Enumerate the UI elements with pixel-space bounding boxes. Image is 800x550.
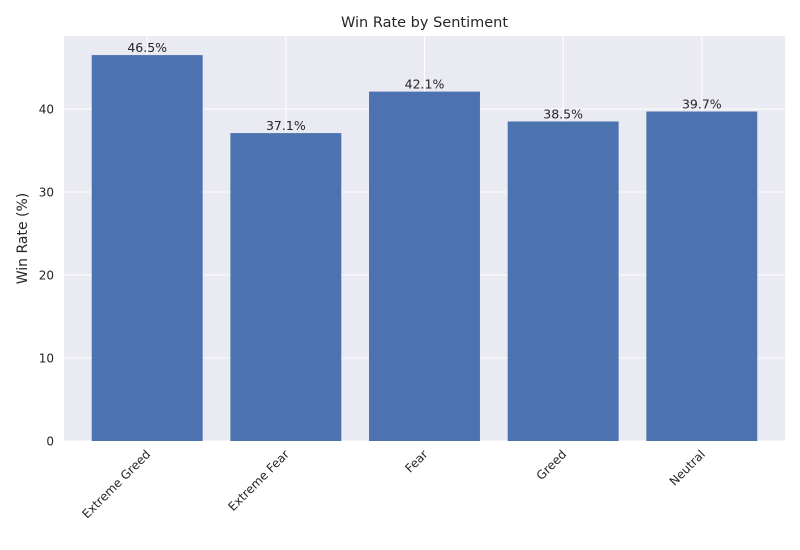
data-label: 37.1%: [266, 118, 306, 133]
x-tick-label: Fear: [402, 447, 430, 475]
x-axis-ticks: Extreme Greed Extreme Fear Fear Greed Neutra…: [79, 447, 708, 521]
data-label: 42.1%: [405, 77, 445, 92]
data-label: 46.5%: [127, 40, 167, 55]
bar-extreme-greed: [91, 55, 203, 442]
bar-fear: [369, 91, 480, 442]
x-tick-label: Extreme Fear: [225, 447, 292, 514]
x-tick-label: Neutral: [667, 447, 708, 488]
y-axis-label: Win Rate (%): [15, 193, 31, 285]
bar-greed: [507, 121, 619, 441]
y-tick-label: 20: [39, 269, 54, 283]
y-tick-label: 30: [39, 186, 54, 200]
bar-neutral: [646, 111, 758, 442]
y-tick-label: 10: [39, 352, 54, 366]
data-labels: 46.5% 37.1% 42.1% 38.5% 39.7%: [127, 40, 721, 133]
bars: [91, 55, 758, 442]
data-label: 39.7%: [682, 97, 722, 112]
data-label: 38.5%: [543, 106, 583, 121]
bar-extreme-fear: [230, 133, 342, 441]
x-tick-label: Extreme Greed: [79, 447, 153, 521]
y-tick-label: 0: [46, 435, 54, 449]
y-axis-ticks: 0 10 20 30 40: [39, 103, 54, 449]
y-tick-label: 40: [39, 103, 54, 117]
x-tick-label: Greed: [534, 447, 570, 483]
chart-title: Win Rate by Sentiment: [341, 15, 508, 31]
